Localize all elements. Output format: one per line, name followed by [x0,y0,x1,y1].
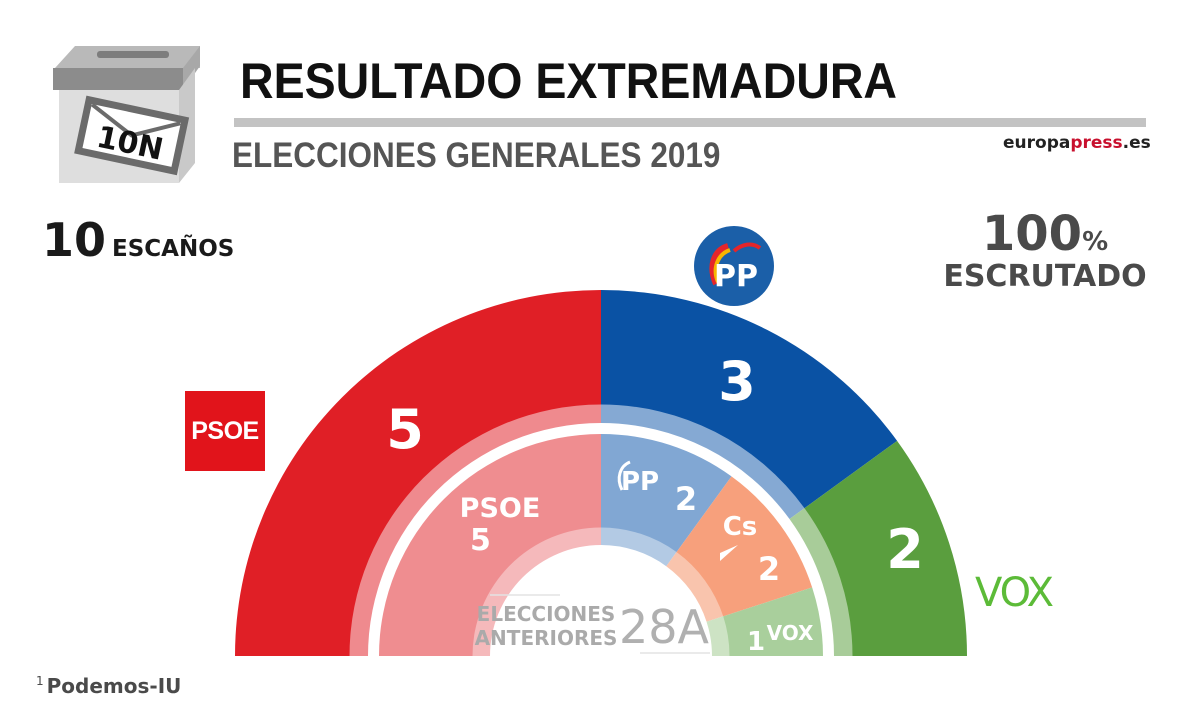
segment-band-outer-vox [789,508,853,656]
page-subtitle: ELECCIONES GENERALES 2019 [232,136,721,175]
inner-value-label-pp: 2 [675,480,697,518]
ballot-box-icon: 10N [53,46,200,183]
pp-mini-logo-icon [617,460,631,491]
vox-logo: VOX [975,570,1054,616]
pp-logo: PP [694,226,774,306]
segment-band-inner-psoe [472,527,601,656]
title-divider [234,118,1146,127]
segment-band-inner-cs [666,552,724,622]
page-title: RESULTADO EXTREMADURA [240,53,898,109]
segment-inner-psoe [379,434,601,656]
inner-party-label-pp: PP [621,467,659,497]
segment-band-outer-pp [601,404,805,520]
segment-outer-vox [804,440,967,656]
scrutiny-summary: 100% ESCRUTADO [930,208,1160,294]
scrutiny-label: ESCRUTADO [943,259,1147,294]
pp-logo-text: PP [714,259,758,294]
segment-band-outer-psoe [349,404,601,656]
inner-value-label-psoe: 5 [470,523,491,558]
brand-main: europa [1003,133,1071,153]
psoe-logo: PSOE [185,391,265,471]
footnote-text: Podemos-IU [46,674,182,698]
center-label-line2: ANTERIORES [475,626,618,650]
outer-label-vox: 2 [886,518,924,581]
inner-ring [379,434,823,656]
seats-summary: 10 ESCAÑOS [42,213,234,267]
center-label-line1: ELECCIONES [477,602,616,626]
outer-label-pp: 3 [718,350,756,413]
segment-outer-pp [601,290,898,509]
outer-label-psoe: 5 [386,398,424,461]
segment-inner-cs [676,476,813,617]
segment-inner-vox [722,587,823,656]
outer-ring [235,290,967,656]
segment-inner-pp [601,434,732,553]
brand-logo: europapress.es [1003,133,1151,153]
inner-value-label-cs: 2 [758,550,780,588]
inner-party-label-vox: VOX [767,621,814,645]
footnote: 1 Podemos-IU [36,674,181,698]
footnote-marker: 1 [36,674,44,689]
seats-number: 10 [42,213,107,267]
cs-logo-triangle-icon [720,545,738,561]
footnote-marker-in-chart: 1 [747,627,765,657]
segment-outer-psoe [235,290,601,656]
inner-party-label-psoe: PSOE [460,493,541,524]
segment-band-inner-pp [601,527,677,567]
center-tag: 28A [619,600,710,654]
scrutiny-number: 100 [981,206,1083,262]
scrutiny-unit: % [1082,227,1109,257]
brand-accent: press [1070,133,1123,153]
seats-label: ESCAÑOS [112,236,235,262]
inner-party-label-cs: Cs [723,512,758,542]
segment-band-inner-vox [706,616,730,656]
brand-tld: .es [1122,133,1151,153]
